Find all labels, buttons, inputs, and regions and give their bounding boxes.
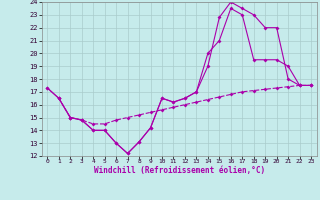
X-axis label: Windchill (Refroidissement éolien,°C): Windchill (Refroidissement éolien,°C) (94, 166, 265, 175)
